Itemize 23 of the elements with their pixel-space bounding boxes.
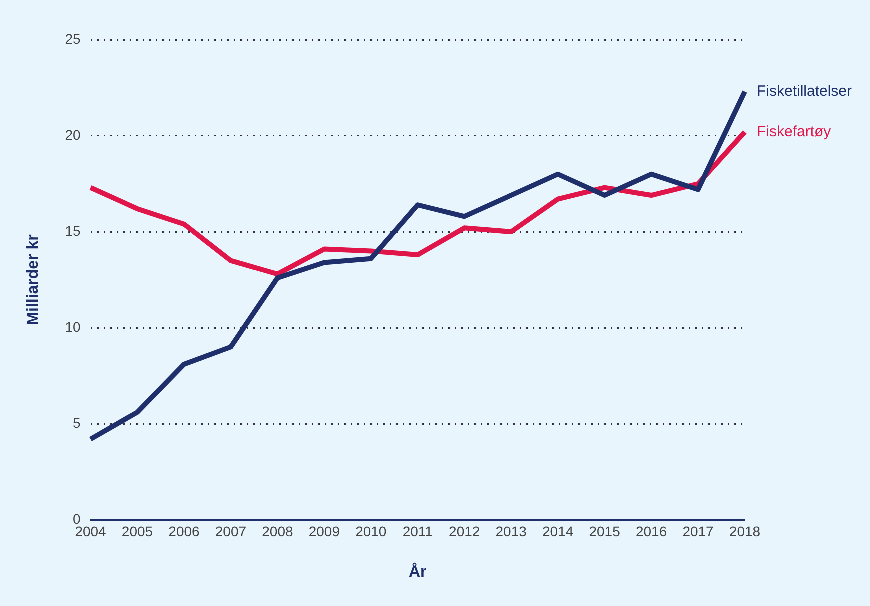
x-tick-label: 2011 bbox=[402, 523, 434, 540]
x-tick-label: 2007 bbox=[215, 523, 247, 540]
x-tick-label: 2016 bbox=[636, 523, 668, 540]
x-axis-title: År bbox=[408, 562, 427, 581]
x-tick-label: 2009 bbox=[308, 523, 340, 540]
y-tick-label: 25 bbox=[65, 30, 81, 47]
x-tick-label: 2015 bbox=[589, 523, 621, 540]
x-tick-label: 2018 bbox=[729, 523, 761, 540]
y-tick-label: 10 bbox=[65, 318, 81, 335]
x-tick-label: 2010 bbox=[356, 523, 387, 540]
y-axis-title: Milliarder kr bbox=[25, 234, 42, 326]
y-tick-label: 20 bbox=[65, 126, 81, 143]
x-tick-label: 2017 bbox=[682, 523, 714, 540]
x-tick-label: 2005 bbox=[122, 523, 154, 540]
y-tick-label: 5 bbox=[72, 414, 81, 431]
x-tick-label: 2014 bbox=[542, 523, 574, 540]
series-label: Fisketillatelser bbox=[757, 82, 852, 100]
y-tick-label: 15 bbox=[65, 222, 81, 239]
x-tick-label: 2012 bbox=[449, 523, 480, 540]
x-tick-label: 2006 bbox=[168, 523, 200, 540]
series-label: Fiskefartøy bbox=[757, 123, 832, 140]
x-tick-label: 2008 bbox=[262, 523, 294, 540]
x-tick-label: 2013 bbox=[496, 523, 528, 540]
